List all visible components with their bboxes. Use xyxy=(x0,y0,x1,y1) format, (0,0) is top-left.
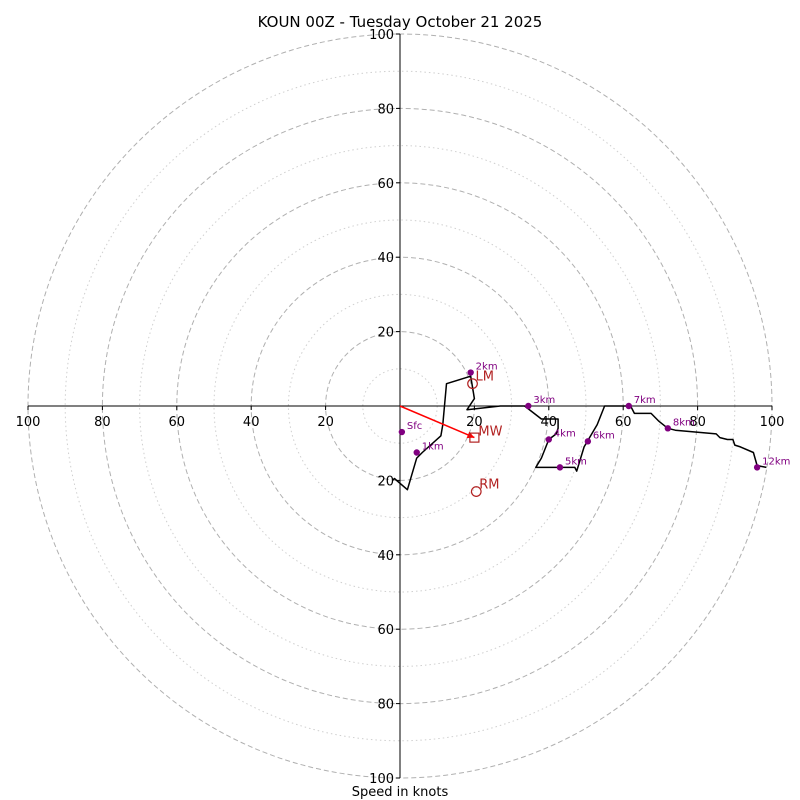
y-tick-label: 40 xyxy=(377,549,394,564)
height-marker-point xyxy=(625,402,632,410)
x-tick-label: 80 xyxy=(94,415,111,430)
height-marker-label: 2km xyxy=(476,362,498,373)
height-marker-point xyxy=(556,464,564,471)
trace-layer xyxy=(392,375,767,491)
height-marker-label: 8km xyxy=(673,417,695,428)
height-marker-label: 5km xyxy=(565,456,587,467)
height-marker-point xyxy=(753,464,761,471)
x-tick-label: 60 xyxy=(615,415,632,430)
shear-vector-line xyxy=(399,405,475,439)
height-marker-label: 1km xyxy=(422,442,444,453)
y-tick-label: 60 xyxy=(377,177,394,192)
right-mover-label: RM xyxy=(479,478,499,493)
y-tick-label: 80 xyxy=(377,102,394,117)
height-marker-point xyxy=(664,425,672,432)
y-tick-label: 100 xyxy=(369,28,394,43)
height-marker-label: 12km xyxy=(762,456,790,467)
x-axis-label: Speed in knots xyxy=(352,785,449,800)
y-tick-label: 20 xyxy=(377,474,394,489)
x-tick-label: 20 xyxy=(466,415,483,430)
chart-title: KOUN 00Z - Tuesday October 21 2025 xyxy=(258,13,543,31)
height-marker-point xyxy=(525,402,532,410)
x-tick-label: 40 xyxy=(243,415,260,430)
height-marker-point xyxy=(467,369,474,376)
tick-group: 100 80 60 40 20 20 40 60 80 100100806040202040608… xyxy=(16,28,785,787)
height-marker-point xyxy=(413,449,420,456)
y-tick-label: 80 xyxy=(377,698,394,713)
height-marker-label: Sfc xyxy=(407,421,422,432)
hodograph-trace-line xyxy=(392,375,767,491)
height-marker-label: 6km xyxy=(593,430,615,441)
height-marker-label: 3km xyxy=(533,395,555,406)
x-tick-label: 20 xyxy=(317,415,334,430)
left-mover-circle xyxy=(467,378,478,390)
height-marker-label: 4km xyxy=(554,428,576,439)
left-mover-label: LM xyxy=(476,370,494,385)
x-tick-label: 100 xyxy=(760,415,785,430)
height-marker-label: 7km xyxy=(634,395,656,406)
storm-motion-group: MW LM RM xyxy=(467,370,503,497)
x-tick-label: 60 xyxy=(169,415,186,430)
y-tick-label: 100 xyxy=(369,772,394,787)
height-marker-point xyxy=(584,438,592,445)
height-marker-point xyxy=(545,436,552,443)
y-tick-label: 60 xyxy=(377,623,394,638)
x-tick-label: 80 xyxy=(689,415,706,430)
mean-wind-square xyxy=(469,432,480,443)
right-mover-circle xyxy=(470,486,482,497)
y-tick-label: 40 xyxy=(377,251,394,266)
y-tick-label: 20 xyxy=(377,326,394,341)
mean-wind-label: MW xyxy=(478,425,502,440)
height-marker-point xyxy=(398,428,406,436)
x-tick-label: 100 xyxy=(16,415,41,430)
